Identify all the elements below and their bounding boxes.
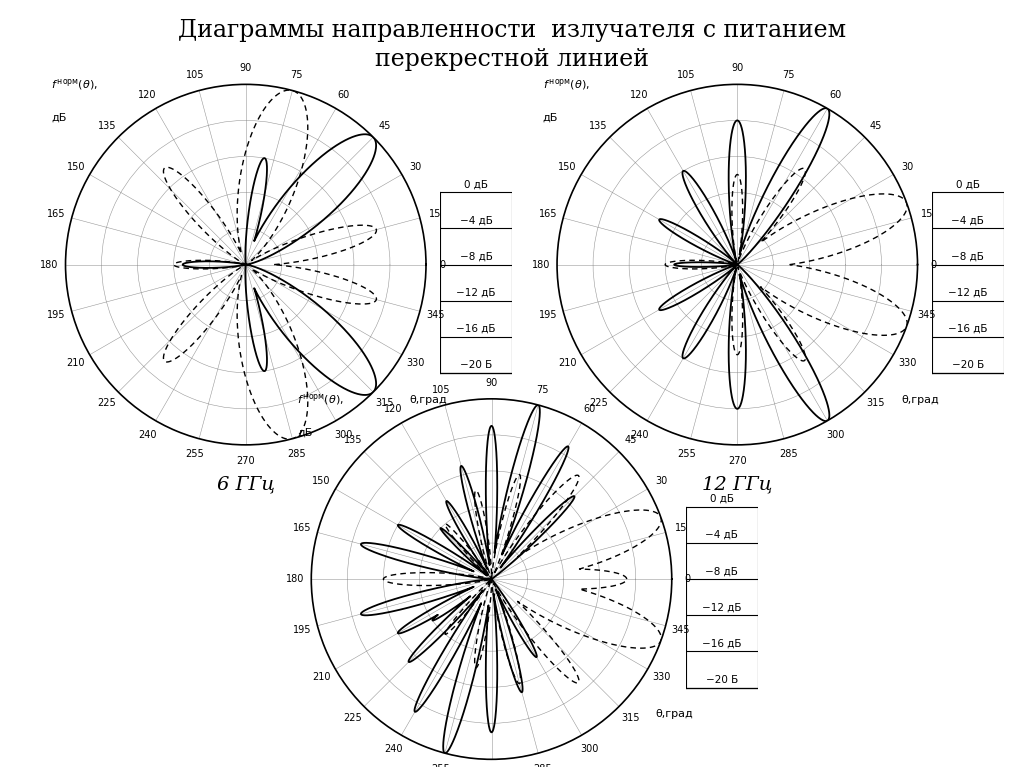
- Text: $f^{\,\rm норм}(\theta),$: $f^{\,\rm норм}(\theta),$: [543, 77, 590, 92]
- Text: −12 дБ: −12 дБ: [948, 288, 987, 298]
- Text: −20 Б: −20 Б: [706, 675, 738, 685]
- Text: θ,град: θ,град: [655, 709, 693, 719]
- Text: θ,град: θ,град: [410, 395, 447, 405]
- Text: θ,град: θ,град: [901, 395, 939, 405]
- Text: 0 дБ: 0 дБ: [710, 494, 734, 504]
- Text: −16 дБ: −16 дБ: [457, 324, 496, 334]
- Text: −8 дБ: −8 дБ: [951, 252, 984, 262]
- Text: −12 дБ: −12 дБ: [702, 602, 741, 612]
- Text: Диаграммы направленности  излучателя с питанием
перекрестной линией: Диаграммы направленности излучателя с пи…: [178, 19, 846, 71]
- Text: дБ: дБ: [543, 113, 558, 123]
- Text: 0 дБ: 0 дБ: [464, 179, 488, 189]
- Text: −16 дБ: −16 дБ: [948, 324, 987, 334]
- Text: −20 Б: −20 Б: [951, 360, 984, 370]
- Text: −12 дБ: −12 дБ: [457, 288, 496, 298]
- Text: −20 Б: −20 Б: [460, 360, 493, 370]
- Text: −4 дБ: −4 дБ: [951, 216, 984, 225]
- Text: дБ: дБ: [51, 113, 67, 123]
- Text: 0 дБ: 0 дБ: [955, 179, 980, 189]
- Text: −8 дБ: −8 дБ: [460, 252, 493, 262]
- Text: дБ: дБ: [297, 427, 312, 437]
- Text: −8 дБ: −8 дБ: [706, 566, 738, 576]
- Text: −16 дБ: −16 дБ: [702, 638, 741, 649]
- Text: $f^{\,\rm норм}(\theta),$: $f^{\,\rm норм}(\theta),$: [297, 391, 344, 407]
- Text: −4 дБ: −4 дБ: [460, 216, 493, 225]
- Text: −4 дБ: −4 дБ: [706, 530, 738, 540]
- Text: 6 ГГц: 6 ГГц: [217, 476, 274, 493]
- Text: $f^{\,\rm норм}(\theta),$: $f^{\,\rm норм}(\theta),$: [51, 77, 98, 92]
- Text: 12 ГГц: 12 ГГц: [702, 476, 772, 493]
